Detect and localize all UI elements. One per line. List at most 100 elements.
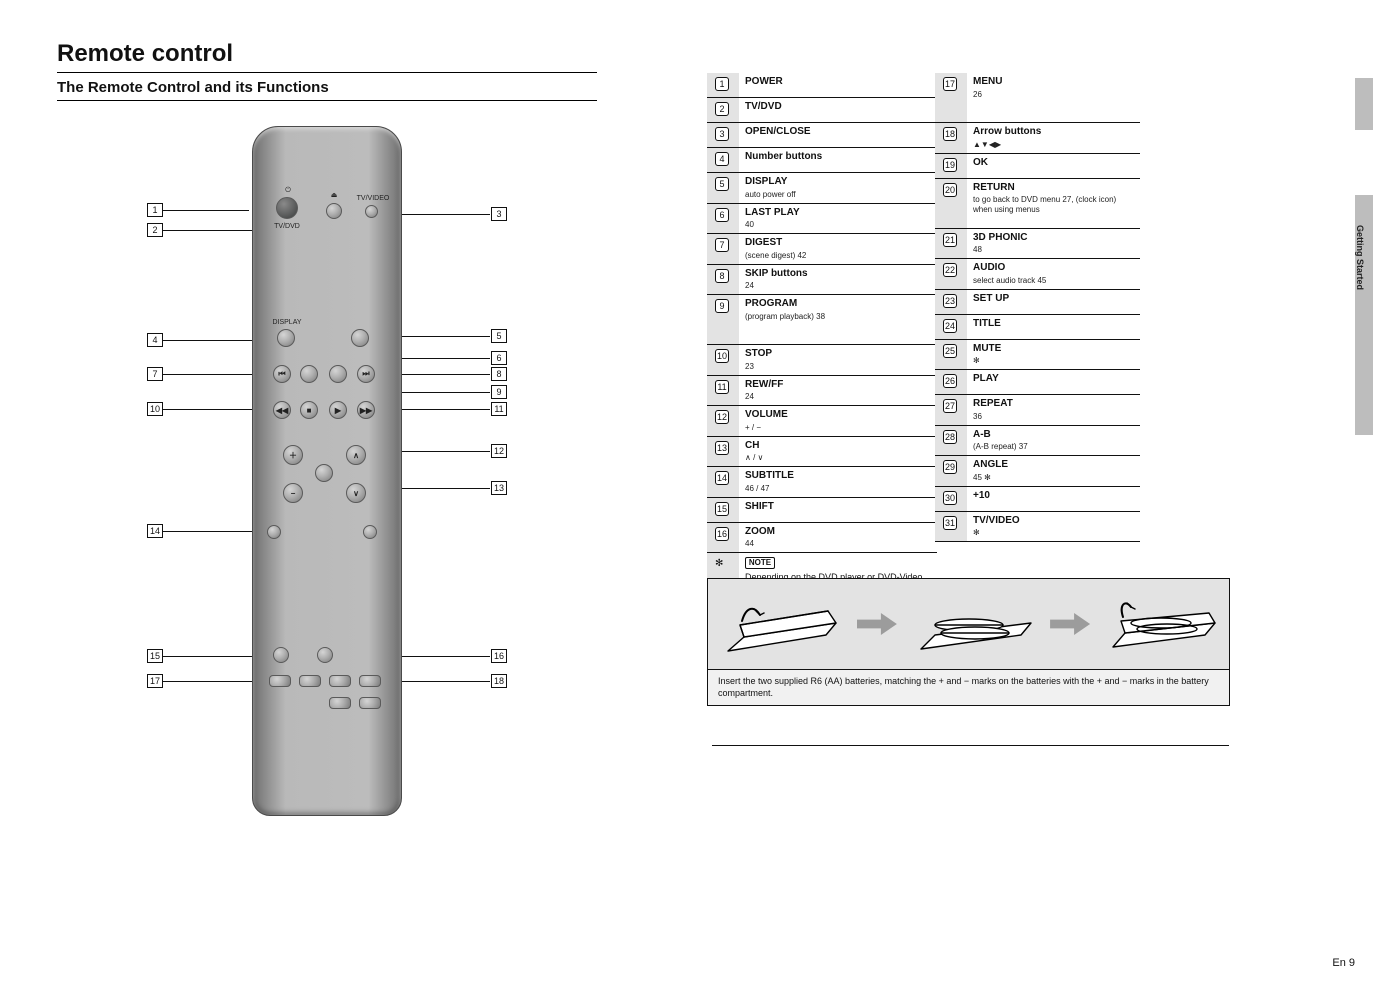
table-row-num: 10 bbox=[715, 349, 729, 363]
lbl: TV/VIDEO bbox=[353, 195, 393, 202]
table-row: 29ANGLE45 ✻ bbox=[935, 456, 1140, 487]
lbl: TV/DVD bbox=[271, 223, 303, 230]
extra-btn-1 bbox=[329, 697, 351, 709]
callout-num: 12 bbox=[491, 444, 507, 458]
table-row-text: DISPLAYauto power off bbox=[739, 173, 937, 203]
lbl: ⏏ bbox=[313, 192, 355, 199]
table-row: 13 CH∧ / ∨ bbox=[707, 437, 937, 468]
table-row: 24TITLE bbox=[935, 315, 1140, 340]
table-row-num: 16 bbox=[715, 527, 729, 541]
table-row-text: CH∧ / ∨ bbox=[739, 437, 937, 467]
callout-num: 5 bbox=[491, 329, 507, 343]
callout-num: 13 bbox=[491, 481, 507, 495]
table-row-num: 5 bbox=[715, 177, 729, 191]
page-number: En 9 bbox=[1332, 957, 1355, 969]
table-row-text: ZOOM44 bbox=[739, 523, 937, 553]
table-row-text: SET UP bbox=[967, 290, 1140, 314]
callout-num: 17 bbox=[147, 674, 163, 688]
repeat-btn bbox=[329, 365, 347, 383]
table-row-num: 18 bbox=[943, 127, 957, 141]
shift-btn bbox=[273, 647, 289, 663]
table-row-num: 17 bbox=[943, 77, 957, 91]
table-row-text: +10 bbox=[967, 487, 1140, 511]
extra-btn-2 bbox=[359, 697, 381, 709]
table-row-num: 7 bbox=[715, 238, 729, 252]
table-row-num: 9 bbox=[715, 299, 729, 313]
table-row: 19OK bbox=[935, 154, 1140, 179]
note-star: ✻ bbox=[715, 558, 723, 569]
remote-wrap: 1 2 4 7 10 14 15 17 3 5 6 8 9 11 12 13 1… bbox=[147, 126, 507, 816]
table-row-text: AUDIOselect audio track 45 bbox=[967, 259, 1140, 289]
table-row: 2TV/DVD bbox=[707, 98, 937, 123]
arrow-icon bbox=[857, 613, 897, 635]
audio-btn bbox=[363, 525, 377, 539]
arrow-icon bbox=[1050, 613, 1090, 635]
table-row-text: ANGLE45 ✻ bbox=[967, 456, 1140, 486]
table-row-num: 2 bbox=[715, 102, 729, 116]
table-row-num: 25 bbox=[943, 344, 957, 358]
table-row: 23SET UP bbox=[935, 290, 1140, 315]
skip-fwd-btn: ⏭ bbox=[357, 365, 375, 383]
table-row-num: 28 bbox=[943, 430, 957, 444]
page-title: Remote control bbox=[57, 40, 597, 73]
title-btn bbox=[299, 675, 321, 687]
subtitle-btn bbox=[267, 525, 281, 539]
table-row-num: 8 bbox=[715, 269, 729, 283]
stop-btn: ■ bbox=[300, 401, 318, 419]
page-root: Getting Started Remote control The Remot… bbox=[0, 0, 1373, 985]
skip-back-btn: ⏮ bbox=[273, 365, 291, 383]
tvvideo-btn bbox=[365, 205, 378, 218]
table-row-num: 4 bbox=[715, 152, 729, 166]
callout-num: 3 bbox=[491, 207, 507, 221]
table-row-num: 21 bbox=[943, 233, 957, 247]
table-row-text: MENU26 bbox=[967, 73, 1140, 122]
table-row-text: OK bbox=[967, 154, 1140, 178]
openclose-btn bbox=[326, 203, 342, 219]
return-btn bbox=[359, 675, 381, 687]
rew-btn: ◀◀ bbox=[273, 401, 291, 419]
table-row: 31TV/VIDEO✻ bbox=[935, 512, 1140, 543]
table-row: 30+10 bbox=[935, 487, 1140, 512]
callout-num: 6 bbox=[491, 351, 507, 365]
table-row-num: 14 bbox=[715, 471, 729, 485]
table-row: 10 STOP23 bbox=[707, 345, 937, 376]
callout-num: 15 bbox=[147, 649, 163, 663]
callout-num: 11 bbox=[491, 402, 507, 416]
callout-num: 2 bbox=[147, 223, 163, 237]
power-btn bbox=[276, 197, 298, 219]
display-btn bbox=[277, 329, 295, 347]
zoom-btn bbox=[317, 647, 333, 663]
table-row-text: REPEAT36 bbox=[967, 395, 1140, 425]
table-row-text: VOLUME+ / − bbox=[739, 406, 937, 436]
callout-num: 16 bbox=[491, 649, 507, 663]
table-row: 15 SHIFT bbox=[707, 498, 937, 523]
table-row-text: SHIFT bbox=[739, 498, 937, 522]
table-row-num: 13 bbox=[715, 441, 729, 455]
table-row: 5 DISPLAYauto power off bbox=[707, 173, 937, 204]
ff-btn: ▶▶ bbox=[357, 401, 375, 419]
battery-box: Insert the two supplied R6 (AA) batterie… bbox=[707, 578, 1230, 706]
table-row-text: TITLE bbox=[967, 315, 1140, 339]
table-row: 22AUDIOselect audio track 45 bbox=[935, 259, 1140, 290]
table-row-text: STOP23 bbox=[739, 345, 937, 375]
table-row-text: Number buttons bbox=[739, 148, 937, 172]
lastplay-btn bbox=[351, 329, 369, 347]
table-row: 6LAST PLAY40 bbox=[707, 204, 937, 235]
callout-num: 9 bbox=[491, 385, 507, 399]
ab-btn bbox=[300, 365, 318, 383]
page-subtitle: The Remote Control and its Functions bbox=[57, 79, 597, 101]
rule-below-battery bbox=[712, 744, 1229, 746]
table-row-text: A-B(A-B repeat) 37 bbox=[967, 426, 1140, 456]
table-row-text: LAST PLAY40 bbox=[739, 204, 937, 234]
ch-down-btn: ∨ bbox=[346, 483, 366, 503]
table-row: 1POWER bbox=[707, 73, 937, 98]
table-row: 18Arrow buttons▲▼◀▶ bbox=[935, 123, 1140, 154]
callout-num: 14 bbox=[147, 524, 163, 538]
table-row-num: 15 bbox=[715, 502, 729, 516]
table-row-text: OPEN/CLOSE bbox=[739, 123, 937, 147]
callout-line bbox=[163, 210, 249, 211]
table-row-num: 20 bbox=[943, 183, 957, 197]
battery-step2 bbox=[913, 589, 1033, 659]
remote-body: ⏻ ⏏ TV/VIDEO TV/DVD DISPLAY ⏮ ⏭ ◀◀ ■ ▶ bbox=[252, 126, 402, 816]
table-row-text: RETURNto go back to DVD menu 27, (clock … bbox=[967, 179, 1140, 228]
